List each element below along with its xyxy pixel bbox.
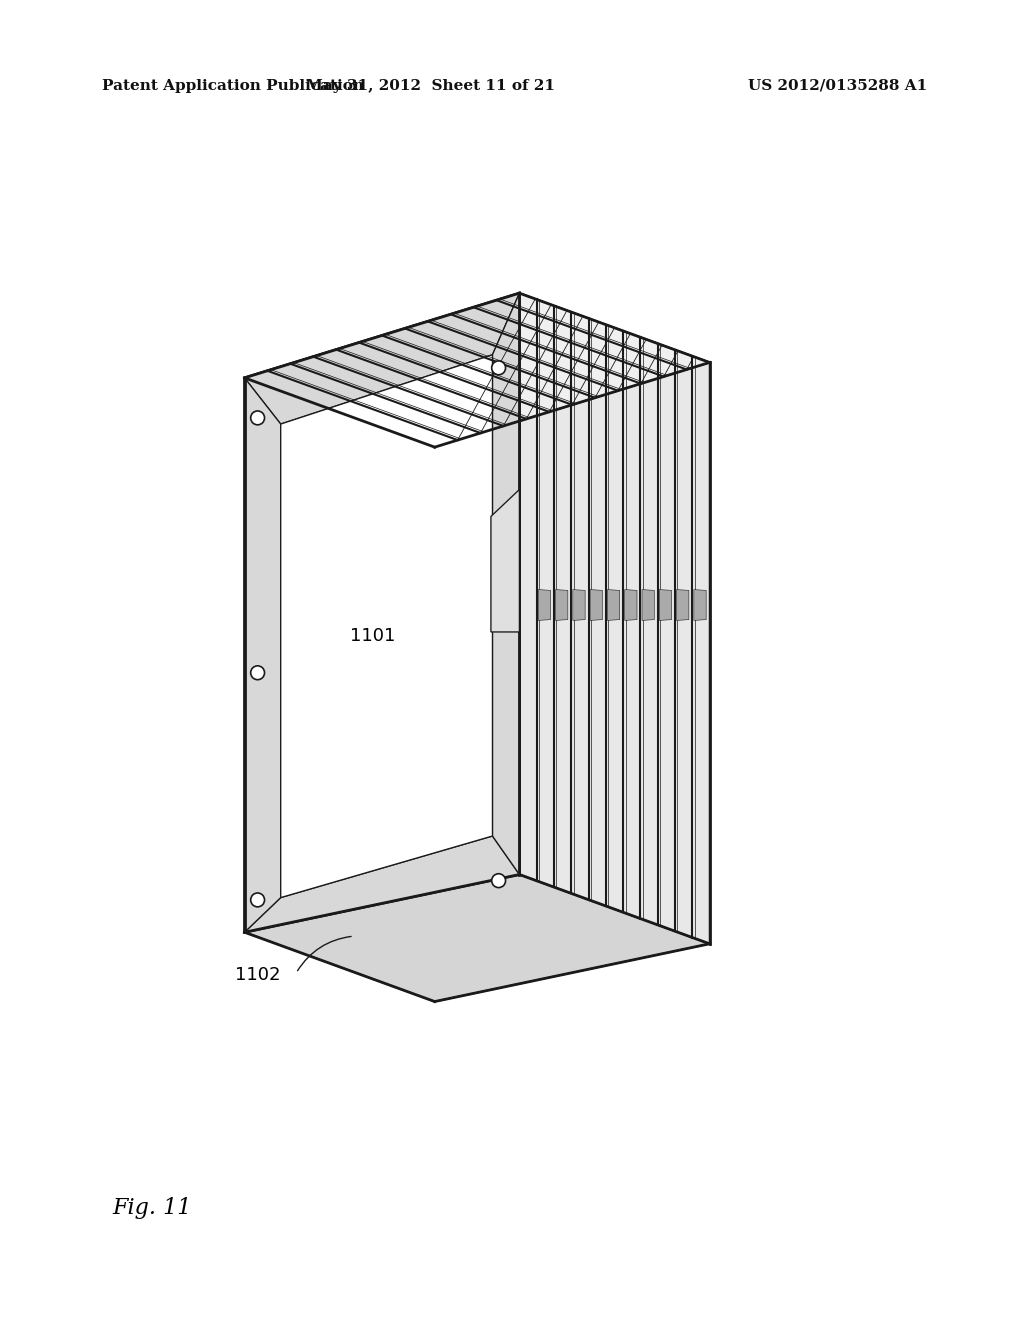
Polygon shape [281,355,493,898]
Polygon shape [245,378,281,932]
Polygon shape [572,590,585,620]
Polygon shape [245,875,710,1002]
Polygon shape [519,293,710,944]
Polygon shape [490,490,519,632]
Circle shape [492,360,506,375]
Polygon shape [245,293,519,932]
Text: Patent Application Publication: Patent Application Publication [102,79,365,92]
Polygon shape [677,590,689,620]
Polygon shape [642,590,654,620]
Text: 1102: 1102 [236,966,281,983]
Polygon shape [607,590,620,620]
Polygon shape [625,590,637,620]
Text: May 31, 2012  Sheet 11 of 21: May 31, 2012 Sheet 11 of 21 [305,79,555,92]
Polygon shape [556,590,568,620]
Text: 1101: 1101 [350,627,396,644]
Polygon shape [590,590,602,620]
Polygon shape [245,836,519,932]
Circle shape [492,874,506,887]
Polygon shape [694,590,707,620]
Polygon shape [539,590,551,620]
Polygon shape [659,590,672,620]
Polygon shape [245,293,519,424]
Circle shape [251,892,264,907]
Polygon shape [493,293,519,875]
Text: Fig. 11: Fig. 11 [113,1197,193,1218]
Circle shape [251,411,264,425]
Text: US 2012/0135288 A1: US 2012/0135288 A1 [748,79,927,92]
Polygon shape [245,293,710,447]
Circle shape [251,665,264,680]
